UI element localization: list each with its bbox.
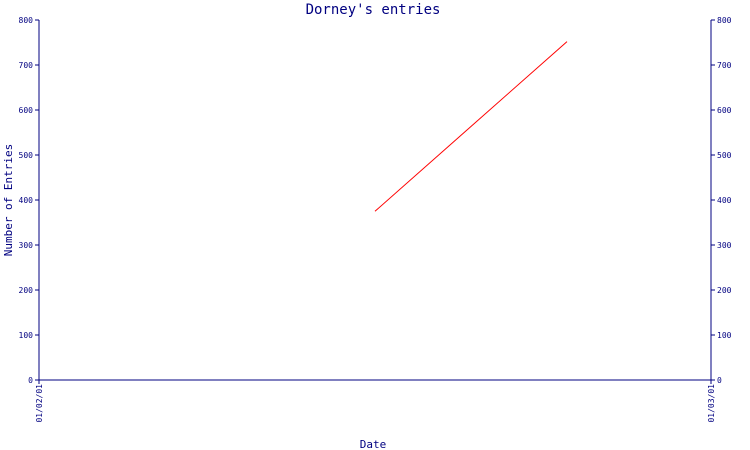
y-tick-label-left: 200: [19, 286, 34, 295]
series-line: [374, 41, 568, 212]
y-tick-label-right: 500: [717, 151, 732, 160]
y-tick-label-left: 700: [19, 61, 34, 70]
y-tick-label-right: 400: [717, 196, 732, 205]
y-tick-label-right: 200: [717, 286, 732, 295]
x-axis-title: Date: [360, 438, 387, 450]
y-tick-label-right: 600: [717, 106, 732, 115]
plot-area: 0 0 100 100 200 200 300 300 400 400 500 500 600 600 70…: [19, 16, 732, 423]
y-tick-label-left: 600: [19, 106, 34, 115]
y-tick-label-left: 300: [19, 241, 34, 250]
x-tick-label: 01/03/01: [707, 384, 716, 423]
y-tick-label-left: 0: [28, 376, 33, 385]
y-tick-label-right: 800: [717, 16, 732, 25]
y-tick-label-left: 500: [19, 151, 34, 160]
x-tick-label: 01/02/01: [35, 384, 44, 423]
y-tick-label-right: 300: [717, 241, 732, 250]
chart-title: Dorney's entries: [306, 2, 441, 18]
y-tick-label-right: 700: [717, 61, 732, 70]
y-axis-title: Number of Entries: [2, 144, 15, 257]
y-tick-label-left: 400: [19, 196, 34, 205]
y-tick-label-right: 100: [717, 331, 732, 340]
y-tick-label-right: 0: [717, 376, 722, 385]
y-tick-label-left: 800: [19, 16, 34, 25]
y-tick-label-left: 100: [19, 331, 34, 340]
